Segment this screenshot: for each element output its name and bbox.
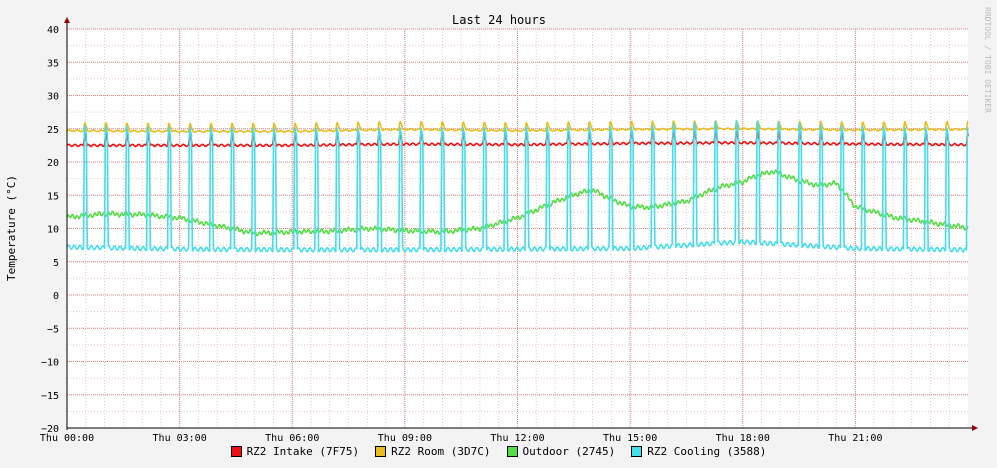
legend-label: RZ2 Room (3D7C) <box>391 445 491 458</box>
y-tick-label: 10 <box>47 225 59 236</box>
legend-swatch-room <box>375 446 387 457</box>
y-tick-label: 30 <box>47 92 59 103</box>
chart-title: Last 24 hours <box>452 13 546 27</box>
x-tick-label: Thu 12:00 <box>490 433 544 444</box>
x-tick-label: Thu 00:00 <box>40 433 94 444</box>
legend-label: RZ2 Cooling (3588) <box>647 445 767 458</box>
series-line-1 <box>66 130 969 148</box>
series-line-3 <box>66 169 969 237</box>
y-tick-label: −5 <box>47 324 59 335</box>
y-tick-label: 15 <box>47 191 59 202</box>
y-axis-label: Temperature (°C) <box>5 175 18 281</box>
legend: RZ2 Intake (7F75) RZ2 Room (3D7C) Outdoo… <box>0 445 997 458</box>
legend-swatch-intake <box>230 446 242 457</box>
legend-label: Outdoor (2745) <box>522 445 616 458</box>
y-tick-label: 20 <box>47 158 59 169</box>
watermark: RRDTOOL / TOBI OETIKER <box>983 7 992 113</box>
series-line-2 <box>66 120 969 133</box>
x-tick-label: Thu 06:00 <box>265 433 319 444</box>
legend-swatch-cooling <box>631 446 643 457</box>
x-tick-label: Thu 09:00 <box>378 433 432 444</box>
grid <box>66 28 968 429</box>
legend-item: RZ2 Cooling (3588) <box>631 445 766 458</box>
y-tick-label: 40 <box>47 25 59 36</box>
x-tick-label: Thu 15:00 <box>603 433 657 444</box>
legend-label: RZ2 Intake (7F75) <box>246 445 360 458</box>
plot-area <box>66 119 969 253</box>
y-tick-label: 25 <box>47 125 59 136</box>
y-tick-label: −20 <box>41 424 59 435</box>
y-tick-label: 35 <box>47 58 59 69</box>
y-axis-arrow <box>64 17 70 23</box>
x-tick-label: Thu 18:00 <box>716 433 770 444</box>
x-axis-arrow <box>972 425 978 431</box>
legend-item: Outdoor (2745) <box>506 445 616 458</box>
x-tick-label: Thu 03:00 <box>153 433 207 444</box>
x-tick-label: Thu 21:00 <box>828 433 882 444</box>
legend-item: RZ2 Room (3D7C) <box>375 445 491 458</box>
legend-swatch-outdoor <box>506 446 518 457</box>
y-tick-label: −10 <box>41 358 59 369</box>
y-tick-label: 0 <box>53 291 59 302</box>
y-tick-label: −15 <box>41 391 59 402</box>
series-line-4 <box>66 119 969 253</box>
y-tick-label: 5 <box>53 258 59 269</box>
legend-item: RZ2 Intake (7F75) <box>230 445 360 458</box>
